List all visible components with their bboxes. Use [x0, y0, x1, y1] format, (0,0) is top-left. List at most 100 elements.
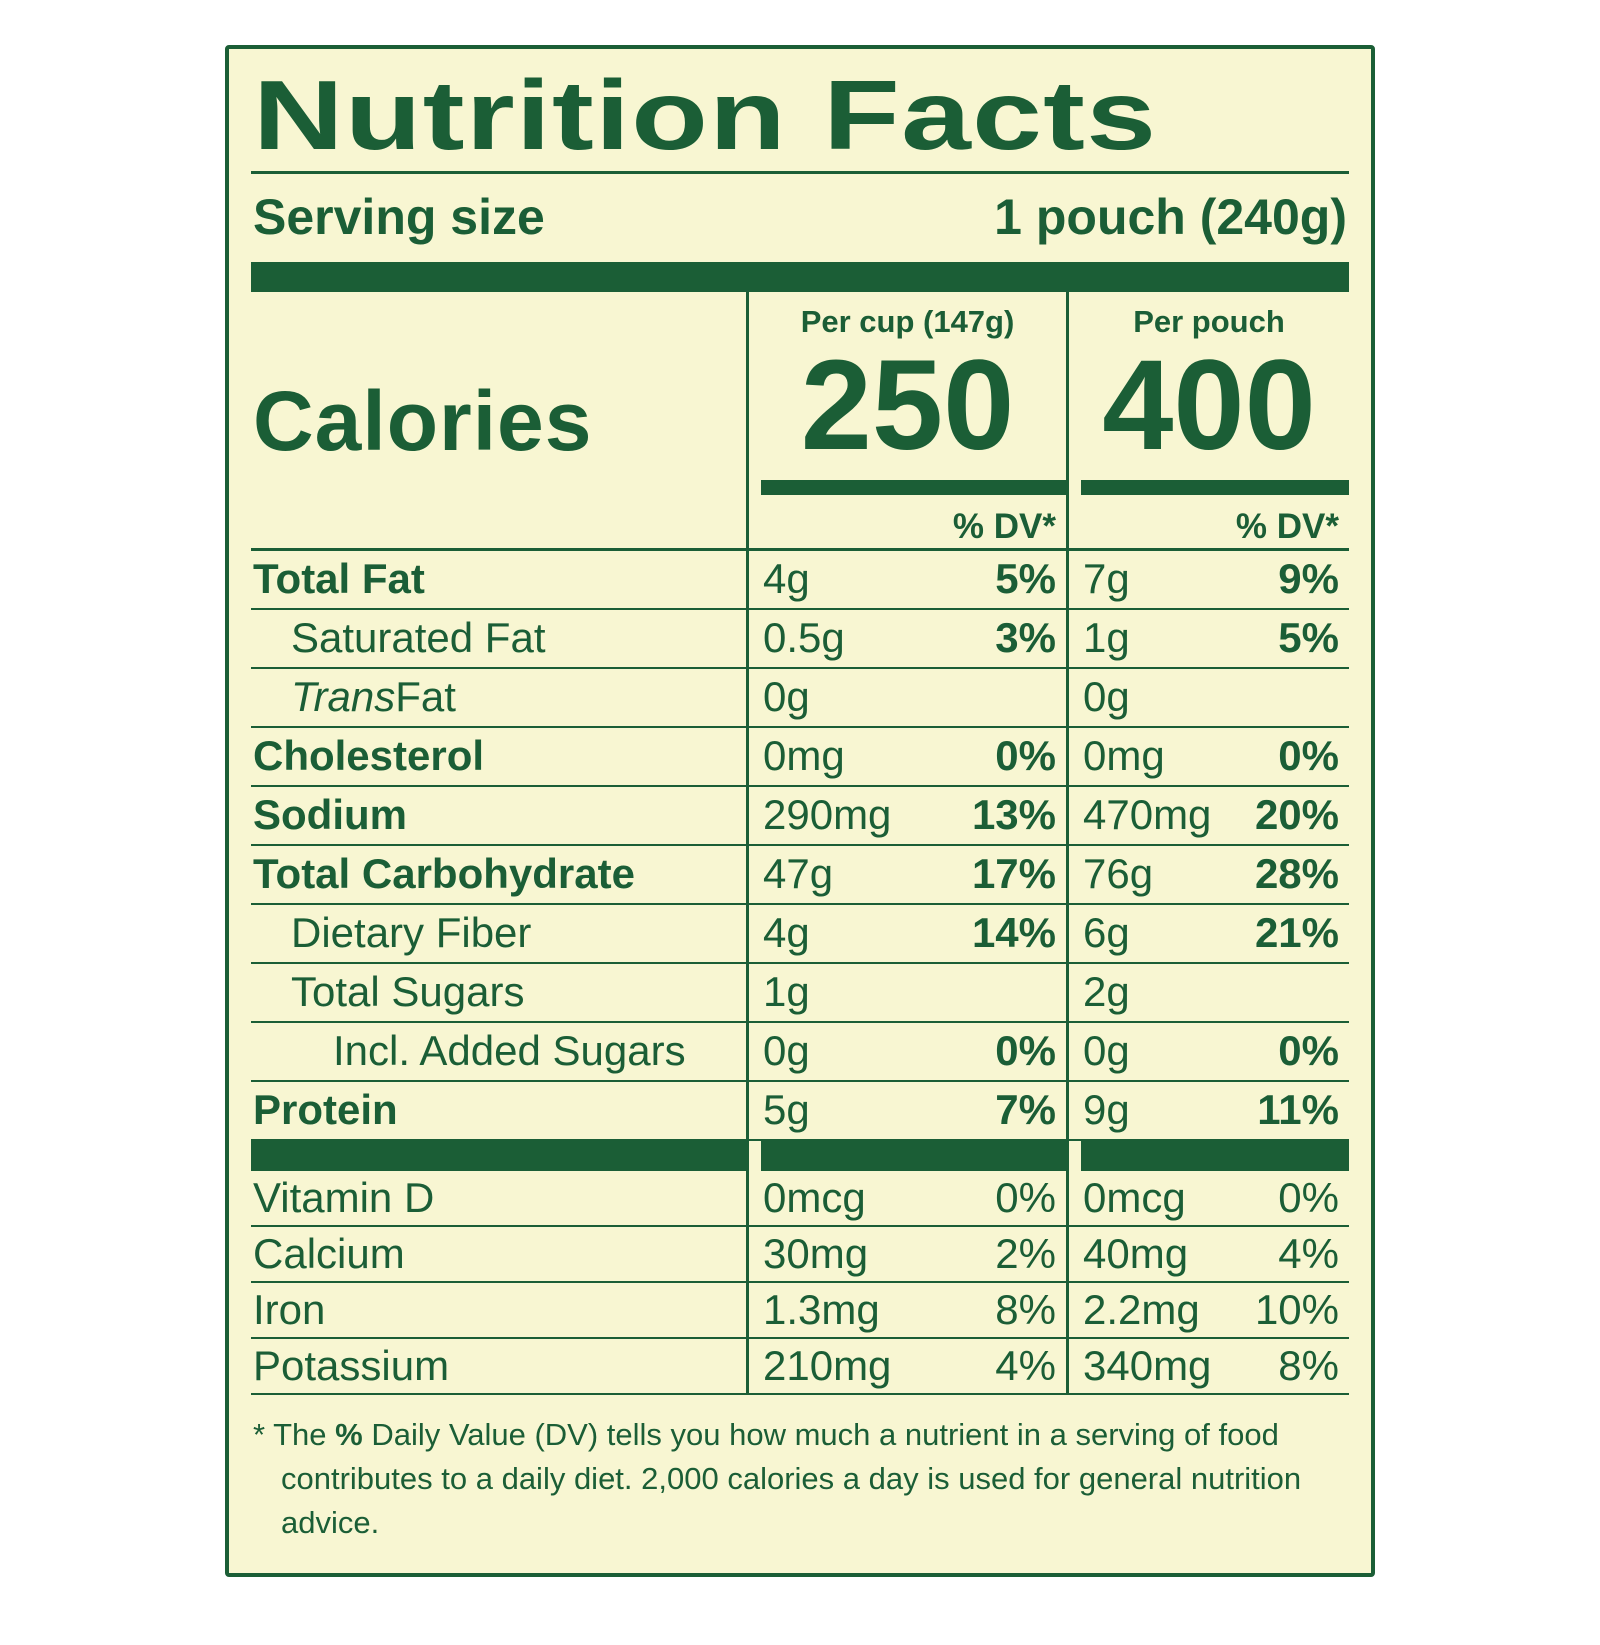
per-pouch-amount: 2.2mg — [1083, 1285, 1200, 1333]
nutrient-row: Trans Fat 0g 0g — [251, 668, 1349, 728]
nutrient-row: Dietary Fiber 4g 14% 6g 21% — [251, 904, 1349, 964]
nutrient-name: Total Fat — [253, 555, 425, 603]
per-pouch-dv: 0% — [1278, 732, 1339, 780]
per-pouch-dv: 0% — [1278, 1173, 1339, 1221]
calories-section: Calories Per cup (147g) 250 Per pouch 40… — [251, 291, 1349, 480]
footnote: * The % Daily Value (DV) tells you how m… — [251, 1395, 1349, 1545]
micronutrient-row: Vitamin D 0mcg 0% 0mcg 0% — [251, 1170, 1349, 1227]
nutrient-name: Vitamin D — [253, 1173, 435, 1221]
per-cup-dv: 13% — [971, 791, 1056, 839]
per-pouch-header: Per pouch — [1133, 303, 1285, 339]
per-pouch-dv: 8% — [1278, 1341, 1339, 1389]
calories-underline-bars — [251, 479, 1349, 495]
serving-size-value: 1 pouch (240g) — [994, 188, 1347, 245]
footnote-percent-bold: % — [335, 1416, 363, 1452]
nutrient-name: Protein — [253, 1086, 398, 1134]
per-pouch-amount: 1g — [1083, 614, 1130, 662]
per-cup-amount: 1g — [763, 968, 810, 1016]
nutrient-name: Dietary Fiber — [291, 909, 532, 957]
per-pouch-amount: 2g — [1083, 968, 1130, 1016]
nutrient-name: Total Carbohydrate — [253, 850, 635, 898]
per-cup-dv: 17% — [971, 850, 1056, 898]
per-cup-dv: 4% — [995, 1341, 1056, 1389]
per-cup-amount: 4g — [763, 555, 810, 603]
nutrient-rows: Total Fat 4g 5% 7g 9% Saturated Fat 0.5g… — [251, 550, 1349, 1141]
nutrient-name: Total Sugars — [291, 968, 525, 1016]
per-cup-dv: 8% — [995, 1285, 1056, 1333]
nutrient-row: Saturated Fat 0.5g 3% 1g 5% — [251, 609, 1349, 669]
per-pouch-dv: 5% — [1278, 614, 1339, 662]
per-pouch-amount: 7g — [1083, 555, 1130, 603]
per-pouch-amount: 6g — [1083, 909, 1130, 957]
per-cup-amount: 0g — [763, 1027, 810, 1075]
nutrient-name: Iron — [253, 1285, 326, 1333]
per-cup-dv: 3% — [995, 614, 1056, 662]
nutrient-name: Trans Fat — [291, 673, 456, 721]
per-cup-column-header-cell: Per cup (147g) 250 — [746, 291, 1066, 480]
section-divider-bars — [251, 1140, 1349, 1171]
per-cup-dv: 0% — [995, 1173, 1056, 1221]
per-pouch-underline-bar — [1081, 479, 1349, 495]
per-pouch-calories-value: 400 — [1102, 333, 1316, 477]
daily-value-header-row: % DV* % DV* — [251, 494, 1349, 551]
per-pouch-dv: 20% — [1254, 791, 1339, 839]
footnote-prefix: * The — [253, 1416, 336, 1452]
section-bar-left — [251, 1140, 746, 1171]
per-pouch-amount: 0mcg — [1083, 1173, 1186, 1221]
nutrient-name: Calcium — [253, 1229, 405, 1277]
label-title: Nutrition Facts — [253, 60, 1158, 170]
per-cup-underline-bar — [761, 479, 1066, 495]
serving-size-label: Serving size — [253, 188, 545, 245]
per-cup-calories-value: 250 — [800, 333, 1015, 477]
nutrient-row: Sodium 290mg 13% 470mg 20% — [251, 786, 1349, 846]
per-cup-dv: 7% — [995, 1086, 1056, 1134]
nutrition-facts-label: Nutrition Facts Serving size 1 pouch (24… — [225, 45, 1375, 1577]
nutrient-name: Cholesterol — [253, 732, 485, 780]
nutrient-name: Saturated Fat — [291, 614, 546, 662]
nutrient-row: Protein 5g 7% 9g 11% — [251, 1081, 1349, 1141]
nutrient-name-italic: Trans — [291, 673, 396, 721]
nutrient-row: Cholesterol 0mg 0% 0mg 0% — [251, 727, 1349, 787]
per-pouch-dv: 21% — [1254, 909, 1339, 957]
per-cup-amount: 0mcg — [763, 1173, 866, 1221]
per-pouch-amount: 470mg — [1083, 791, 1212, 839]
per-cup-amount: 0mg — [763, 732, 845, 780]
per-cup-amount: 0g — [763, 673, 810, 721]
serving-size-row: Serving size 1 pouch (240g) — [251, 174, 1349, 262]
section-bar-cup — [761, 1140, 1066, 1171]
footnote-rest: Daily Value (DV) tells you how much a nu… — [281, 1416, 1302, 1540]
thick-divider-bar — [251, 261, 1349, 292]
section-bar-pouch — [1081, 1140, 1349, 1171]
per-cup-dv: 5% — [995, 555, 1056, 603]
per-cup-amount: 5g — [763, 1086, 810, 1134]
per-pouch-dv: 10% — [1254, 1285, 1339, 1333]
micronutrient-row: Calcium 30mg 2% 40mg 4% — [251, 1226, 1349, 1283]
per-pouch-column-header-cell: Per pouch 400 — [1066, 291, 1349, 480]
micronutrient-row: Iron 1.3mg 8% 2.2mg 10% — [251, 1282, 1349, 1339]
per-pouch-dv: 0% — [1278, 1027, 1339, 1075]
per-cup-amount: 210mg — [763, 1341, 892, 1389]
per-cup-amount: 30mg — [763, 1229, 869, 1277]
per-cup-dv: 2% — [995, 1229, 1056, 1277]
per-cup-dv-header: % DV* — [746, 494, 1066, 548]
per-cup-dv: 14% — [971, 909, 1056, 957]
per-pouch-dv: 28% — [1254, 850, 1339, 898]
per-pouch-amount: 0g — [1083, 673, 1130, 721]
per-pouch-amount: 340mg — [1083, 1341, 1212, 1389]
per-cup-amount: 47g — [763, 850, 834, 898]
nutrient-row: Total Fat 4g 5% 7g 9% — [251, 550, 1349, 610]
per-pouch-amount: 0g — [1083, 1027, 1130, 1075]
per-cup-amount: 4g — [763, 909, 810, 957]
per-pouch-dv-header: % DV* — [1066, 494, 1349, 548]
nutrient-name: Incl. Added Sugars — [333, 1027, 686, 1075]
calories-label: Calories — [253, 373, 593, 468]
nutrient-row: Total Sugars 1g 2g — [251, 963, 1349, 1023]
per-pouch-dv: 9% — [1278, 555, 1339, 603]
per-cup-amount: 1.3mg — [763, 1285, 880, 1333]
nutrient-name: Potassium — [253, 1341, 450, 1389]
nutrient-row: Incl. Added Sugars 0g 0% 0g 0% — [251, 1022, 1349, 1082]
title-divider — [251, 170, 1349, 174]
per-cup-dv: 0% — [995, 1027, 1056, 1075]
per-pouch-amount: 76g — [1083, 850, 1154, 898]
micronutrient-row: Potassium 210mg 4% 340mg 8% — [251, 1338, 1349, 1395]
